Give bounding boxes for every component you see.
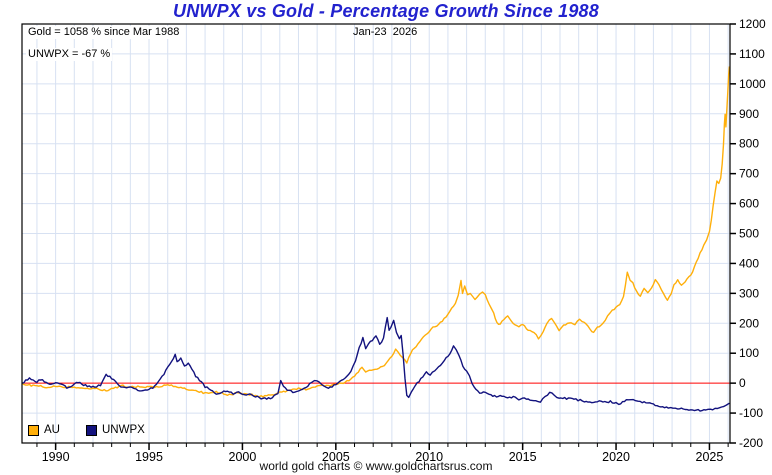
svg-text:2015: 2015: [509, 450, 537, 464]
svg-text:2025: 2025: [696, 450, 724, 464]
legend: AU UNWPX: [28, 424, 145, 436]
svg-text:-200: -200: [739, 436, 763, 450]
svg-text:200: 200: [739, 316, 759, 330]
svg-text:500: 500: [739, 227, 759, 241]
svg-text:1200: 1200: [739, 17, 766, 31]
svg-text:1000: 1000: [739, 77, 766, 91]
latest-date-label: Jan-23 2026: [353, 26, 418, 38]
svg-text:2020: 2020: [602, 450, 630, 464]
svg-text:300: 300: [739, 286, 759, 300]
svg-text:2010: 2010: [415, 450, 443, 464]
svg-text:400: 400: [739, 256, 759, 270]
svg-text:2005: 2005: [322, 450, 350, 464]
svg-text:0: 0: [739, 376, 746, 390]
au-legend-label: AU: [44, 424, 60, 436]
svg-text:1990: 1990: [42, 450, 70, 464]
unwpx-legend-label: UNWPX: [101, 424, 145, 436]
svg-text:1995: 1995: [135, 450, 163, 464]
au-legend-swatch: [28, 424, 39, 436]
svg-text:600: 600: [739, 197, 759, 211]
svg-text:800: 800: [739, 137, 759, 151]
svg-text:100: 100: [739, 346, 759, 360]
svg-text:1100: 1100: [739, 47, 765, 61]
svg-text:900: 900: [739, 107, 759, 121]
gold-growth-annotation: Gold = 1058 % since Mar 1988: [26, 26, 182, 39]
chart-title: UNWPX vs Gold - Percentage Growth Since …: [173, 1, 599, 21]
unwpx-growth-annotation: UNWPX = -67 %: [26, 48, 113, 61]
svg-text:700: 700: [739, 167, 759, 181]
unwpx-legend-swatch: [85, 424, 97, 436]
footer-credit: world gold charts © www.goldchartsrus.co…: [259, 459, 493, 473]
svg-text:-100: -100: [739, 406, 763, 420]
svg-text:2000: 2000: [229, 450, 257, 464]
